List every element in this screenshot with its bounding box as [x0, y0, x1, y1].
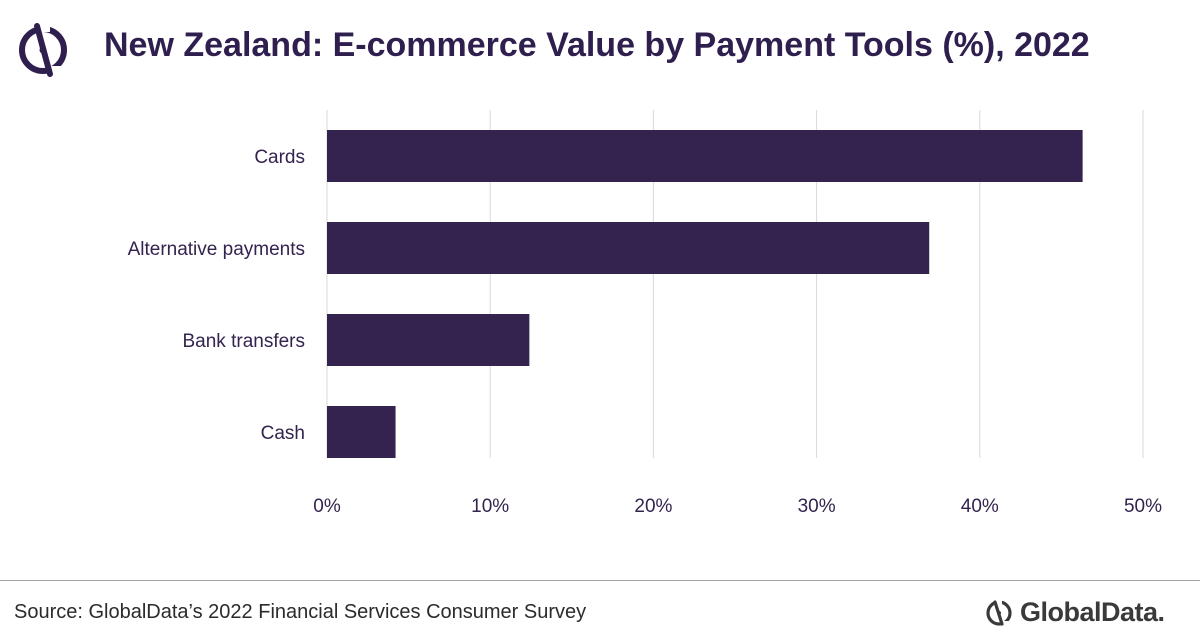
- x-tick-label: 40%: [961, 496, 999, 517]
- header: New Zealand: E-commerce Value by Payment…: [0, 0, 1200, 100]
- category-label: Cash: [261, 423, 305, 444]
- brand-logo: GlobalData.: [984, 596, 1194, 630]
- footer-divider: [0, 580, 1200, 581]
- x-tick-label: 20%: [634, 496, 672, 517]
- category-label: Alternative payments: [128, 239, 305, 260]
- x-tick-label: 0%: [313, 496, 341, 517]
- globaldata-logo-icon: [19, 18, 67, 80]
- chart-svg: 0% 10% 20% 30% 40% 50% Cards Alternative paymen…: [128, 110, 1162, 517]
- bar: [327, 314, 530, 366]
- globaldata-logo-icon: [986, 598, 1012, 628]
- x-tick-label: 50%: [1124, 496, 1162, 517]
- bar: [327, 406, 396, 458]
- x-tick-label: 10%: [471, 496, 509, 517]
- brand-name: GlobalData.: [1020, 597, 1165, 627]
- bar-chart: 0% 10% 20% 30% 40% 50% Cards Alternative paymen…: [0, 95, 1200, 535]
- category-label: Bank transfers: [183, 331, 306, 352]
- bar: [327, 130, 1083, 182]
- x-tick-label: 30%: [798, 496, 836, 517]
- source-note: Source: GlobalData’s 2022 Financial Serv…: [14, 601, 587, 623]
- chart-title: New Zealand: E-commerce Value by Payment…: [104, 26, 1090, 64]
- bar: [327, 222, 930, 274]
- category-label: Cards: [254, 147, 305, 168]
